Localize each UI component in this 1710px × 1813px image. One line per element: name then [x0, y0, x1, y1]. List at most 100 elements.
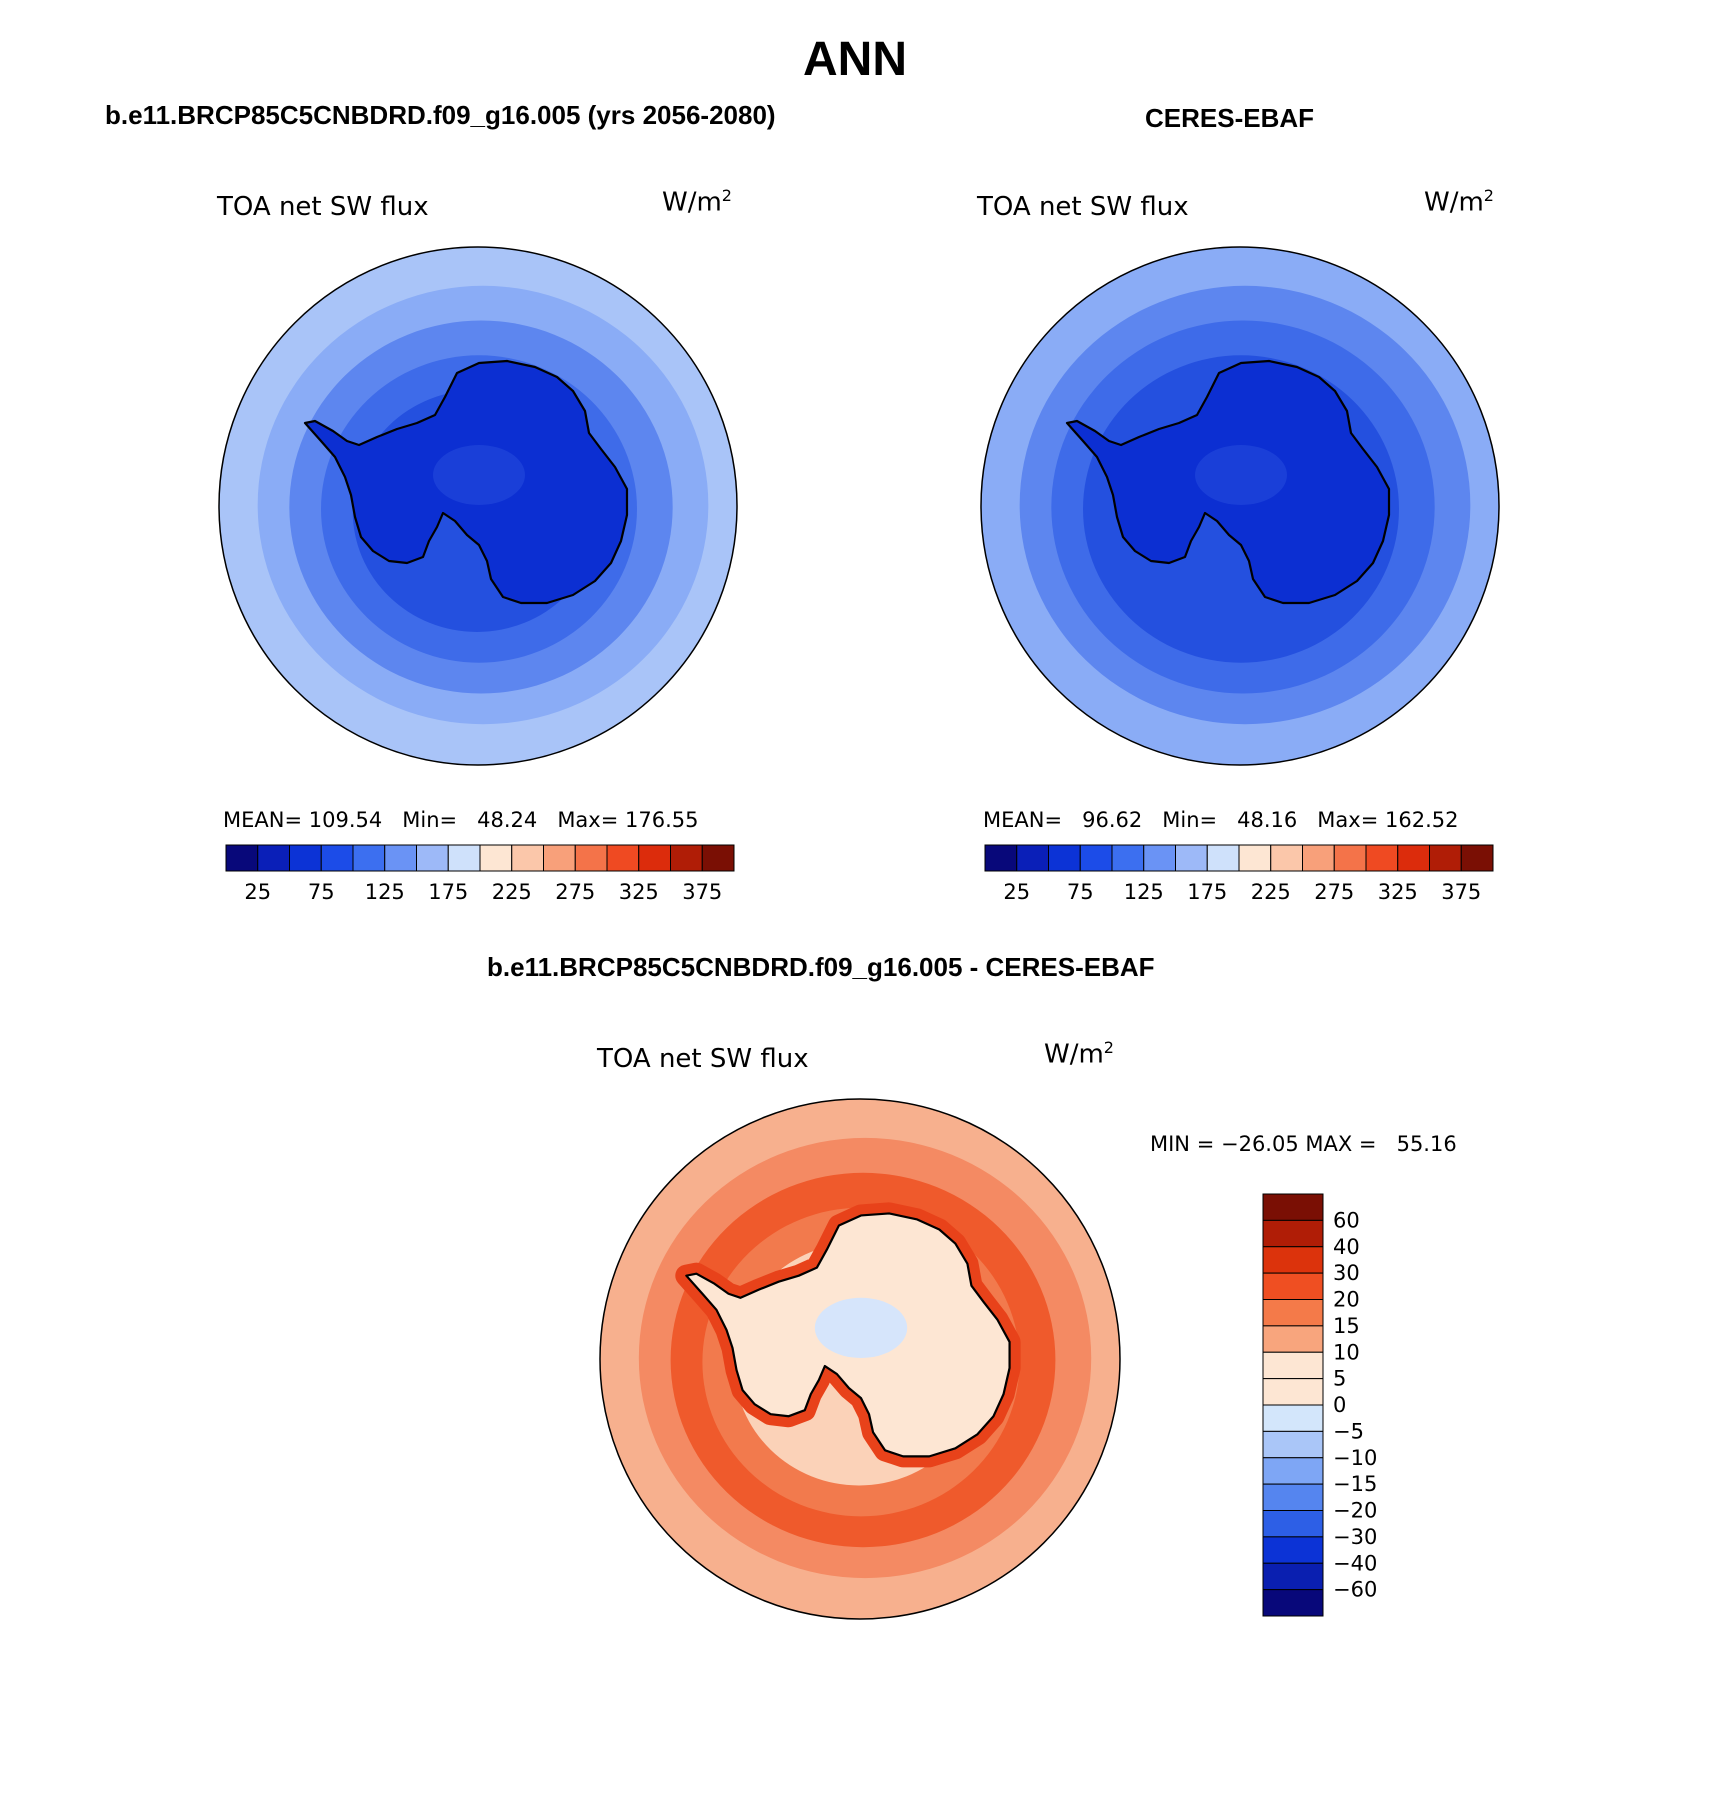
- panel-1-colorbar: 25 75 125 175 225 275 325 375: [225, 844, 735, 904]
- colorbar-swatch: [606, 844, 640, 872]
- colorbar-swatch: [1262, 1536, 1324, 1564]
- panel-3-stats: MIN = −26.05 MAX = 55.16: [1150, 1132, 1457, 1156]
- map-field: [219, 247, 737, 765]
- colorbar-swatch: [1262, 1430, 1324, 1459]
- colorbar-tick-label: 225: [1251, 880, 1291, 904]
- colorbar-swatch: [320, 844, 354, 872]
- map-border: [218, 246, 738, 766]
- colorbar-tick-label: 125: [1124, 880, 1164, 904]
- colorbar-swatch: [1262, 1351, 1324, 1380]
- colorbar-tick-label: 275: [555, 880, 595, 904]
- colorbar-tick-label: −40: [1333, 1551, 1377, 1575]
- colorbar-tick-label: 60: [1333, 1208, 1360, 1232]
- panel-2-map: [980, 246, 1500, 766]
- colorbar-swatch: [1262, 1510, 1324, 1538]
- map-border: [980, 246, 1500, 766]
- colorbar-swatch: [1333, 844, 1367, 872]
- colorbar-tick-label: 375: [1441, 880, 1481, 904]
- colorbar-tick-label: −60: [1333, 1578, 1377, 1602]
- panel-3-units-label: W/m2: [1044, 1038, 1114, 1070]
- colorbar-tick-label: −10: [1333, 1446, 1377, 1470]
- colorbar-swatch: [352, 844, 386, 872]
- colorbar-swatch: [1262, 1325, 1324, 1353]
- colorbar-tick-label: 375: [682, 880, 722, 904]
- colorbar-tick-label: 0: [1333, 1393, 1346, 1417]
- colorbar-tick-label: −15: [1333, 1472, 1377, 1496]
- panel-1-stats: MEAN= 109.54 Min= 48.24 Max= 176.55: [223, 808, 699, 832]
- colorbar-swatch: [416, 844, 449, 872]
- colorbar-swatch: [1143, 844, 1176, 872]
- colorbar-tick-label: 5: [1333, 1367, 1346, 1391]
- colorbar-swatch: [1079, 844, 1113, 872]
- colorbar-swatch: [289, 844, 322, 872]
- colorbar-tick-label: 325: [1378, 880, 1418, 904]
- colorbar-swatch: [1460, 844, 1494, 872]
- colorbar-swatch: [1270, 844, 1303, 872]
- colorbar-swatch: [1262, 1404, 1324, 1432]
- colorbar-swatch: [257, 844, 290, 872]
- panel-2-variable-label: TOA net SW flux: [977, 192, 1189, 222]
- colorbar-swatch: [1262, 1193, 1324, 1221]
- colorbar-tick-label: 30: [1333, 1261, 1360, 1285]
- colorbar-tick-label: −20: [1333, 1499, 1377, 1523]
- colorbar-tick-label: 25: [244, 880, 271, 904]
- colorbar-tick-label: 10: [1333, 1340, 1360, 1364]
- panel-1-units-label: W/m2: [662, 186, 732, 218]
- colorbar-swatch: [1397, 844, 1430, 872]
- colorbar-tick-label: 75: [1067, 880, 1094, 904]
- colorbar-swatch: [1262, 1562, 1324, 1591]
- page-title: ANN: [803, 33, 907, 86]
- coastline: [303, 359, 629, 605]
- colorbar-swatch: [1302, 844, 1335, 872]
- colorbar-tick-label: 15: [1333, 1314, 1360, 1338]
- panel-3-variable-label: TOA net SW flux: [597, 1044, 809, 1074]
- colorbar-tick-label: 275: [1314, 880, 1354, 904]
- map-field: [981, 247, 1499, 765]
- colorbar-swatch: [1262, 1457, 1324, 1485]
- colorbar-tick-label: 75: [308, 880, 335, 904]
- colorbar-swatch: [1206, 844, 1240, 872]
- colorbar-swatch: [574, 844, 608, 872]
- colorbar-swatch: [1238, 844, 1272, 872]
- panel-2-case-title: CERES-EBAF: [1145, 103, 1315, 133]
- coastline: [1065, 359, 1391, 605]
- colorbar-swatch: [1262, 1219, 1324, 1248]
- map-border: [599, 1098, 1121, 1620]
- colorbar-tick-label: −5: [1333, 1419, 1364, 1443]
- colorbar-swatch: [225, 844, 259, 872]
- coastline: [685, 1212, 1011, 1458]
- colorbar-tick-label: 175: [428, 880, 468, 904]
- colorbar-swatch: [1016, 844, 1049, 872]
- colorbar-swatch: [670, 844, 703, 872]
- interior-patch: [814, 1297, 908, 1358]
- panel-1-case-title: b.e11.BRCP85C5CNBDRD.f09_g16.005 (yrs 20…: [105, 100, 776, 130]
- colorbar-tick-label: 25: [1003, 880, 1030, 904]
- panel-1-variable-label: TOA net SW flux: [217, 192, 429, 222]
- colorbar-swatch: [1111, 844, 1145, 872]
- interior-patch: [433, 445, 525, 505]
- colorbar-swatch: [1262, 1589, 1324, 1617]
- colorbar-swatch: [1429, 844, 1462, 872]
- colorbar-tick-label: 175: [1187, 880, 1227, 904]
- panel-3-case-title: b.e11.BRCP85C5CNBDRD.f09_g16.005 - CERES…: [487, 952, 1155, 982]
- colorbar-swatch: [1262, 1378, 1324, 1406]
- panel-1-map: [218, 246, 738, 766]
- panel-3-map: [599, 1098, 1121, 1620]
- colorbar-swatch: [1262, 1246, 1324, 1274]
- colorbar-tick-label: 20: [1333, 1288, 1360, 1312]
- colorbar-swatch: [1262, 1299, 1324, 1327]
- colorbar-swatch: [638, 844, 671, 872]
- colorbar-swatch: [1262, 1483, 1324, 1511]
- colorbar-swatch: [384, 844, 417, 872]
- colorbar-swatch: [701, 844, 735, 872]
- colorbar-swatch: [1175, 844, 1208, 872]
- panel-2-colorbar: 25 75 125 175 225 275 325 375: [984, 844, 1494, 904]
- map-field: [600, 1099, 1120, 1619]
- colorbar-tick-label: 125: [365, 880, 405, 904]
- colorbar-swatch: [543, 844, 576, 872]
- colorbar-swatch: [1365, 844, 1399, 872]
- colorbar-swatch: [1048, 844, 1081, 872]
- colorbar-tick-label: 40: [1333, 1235, 1360, 1259]
- colorbar-swatch: [511, 844, 544, 872]
